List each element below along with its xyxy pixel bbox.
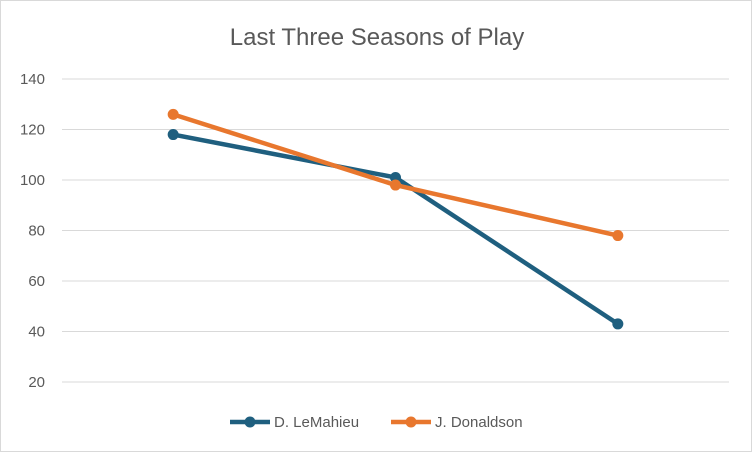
legend-marker bbox=[244, 416, 256, 428]
y-tick-label: 20 bbox=[28, 374, 45, 391]
y-axis-tick-labels: 20 40 60 80 100 120 140 bbox=[20, 71, 45, 391]
legend-item: J. Donaldson bbox=[391, 414, 523, 431]
y-tick-label: 100 bbox=[20, 172, 45, 189]
y-tick-label: 80 bbox=[28, 223, 45, 240]
data-point bbox=[612, 230, 624, 242]
series-1 bbox=[167, 129, 624, 330]
y-tick-label: 140 bbox=[20, 71, 45, 88]
data-point bbox=[167, 108, 179, 120]
series-layer bbox=[167, 108, 624, 330]
data-point bbox=[167, 129, 179, 141]
series-2 bbox=[167, 108, 624, 242]
y-tick-label: 120 bbox=[20, 122, 45, 139]
legend: D. LeMahieu J. Donaldson bbox=[230, 414, 523, 431]
data-point bbox=[390, 171, 401, 183]
data-point bbox=[390, 179, 401, 191]
y-tick-label: 40 bbox=[28, 324, 45, 341]
y-tick-label: 60 bbox=[28, 273, 45, 290]
legend-item: D. LeMahieu bbox=[230, 414, 359, 431]
legend-label: J. Donaldson bbox=[435, 414, 523, 431]
chart-title: Last Three Seasons of Play bbox=[230, 24, 524, 51]
legend-label: D. LeMahieu bbox=[274, 414, 359, 431]
series-line bbox=[170, 132, 621, 327]
data-point bbox=[612, 318, 624, 330]
legend-marker bbox=[405, 416, 417, 428]
gridlines bbox=[62, 78, 729, 383]
